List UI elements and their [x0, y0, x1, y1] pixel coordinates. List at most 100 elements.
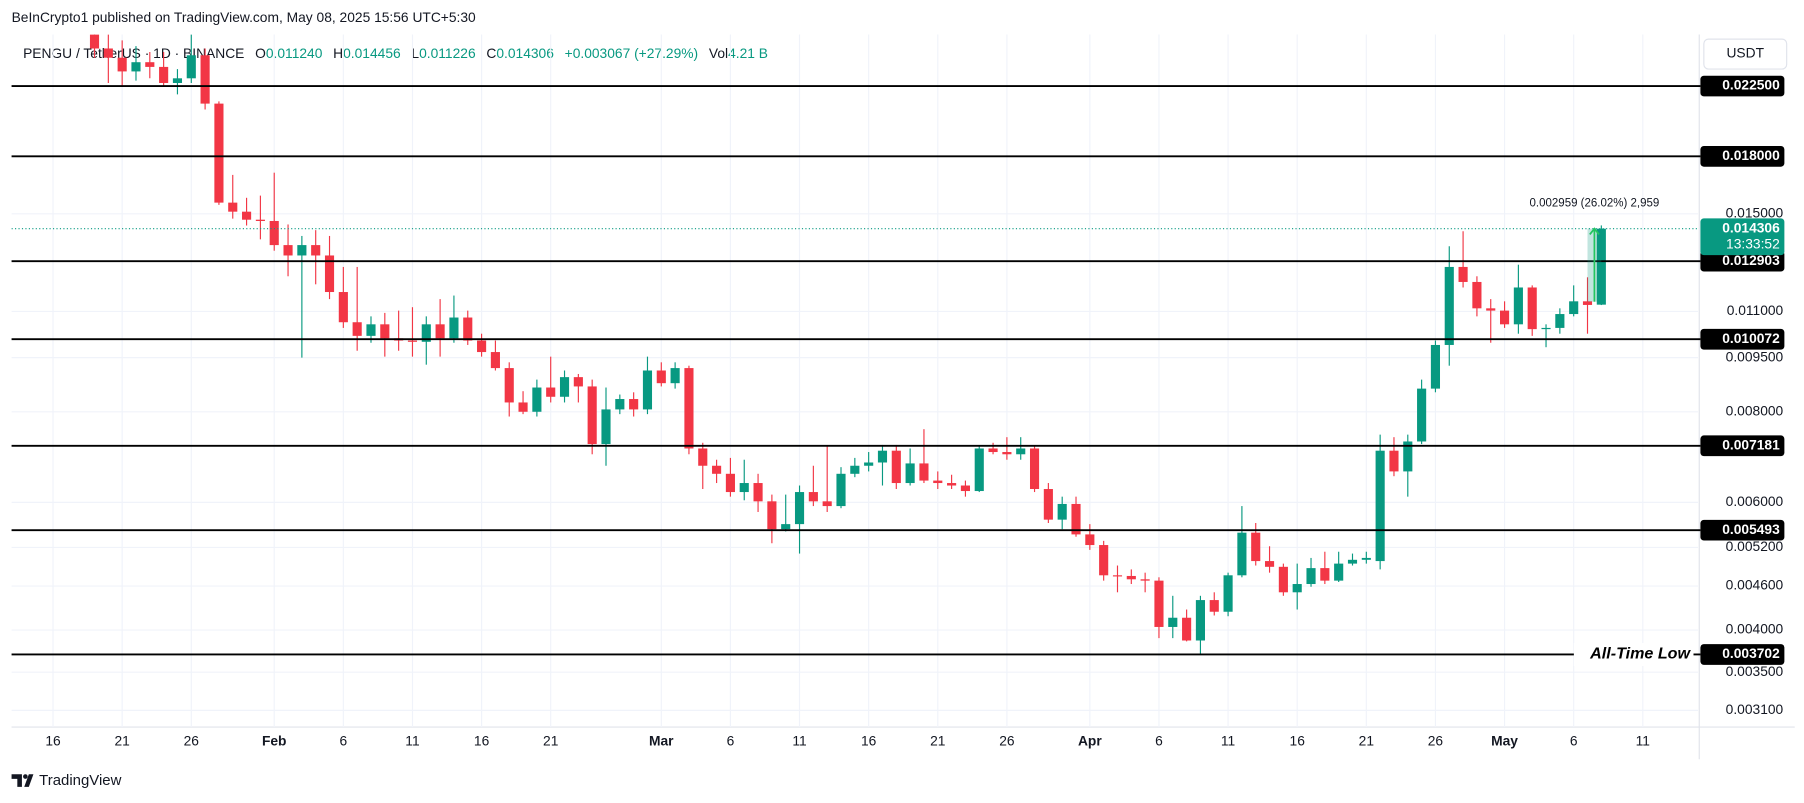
candle-body — [629, 399, 639, 410]
candle-body — [1085, 534, 1095, 546]
level-label: 0.022500 — [1722, 78, 1780, 93]
x-tick-label: 26 — [184, 734, 200, 749]
candle-body — [200, 55, 210, 104]
footer-brand: TradingView — [39, 772, 121, 789]
candle-body — [1195, 600, 1205, 641]
candle-body — [435, 324, 445, 339]
y-tick-label: 0.009500 — [1726, 349, 1784, 364]
candle-body — [1527, 287, 1537, 330]
x-tick-label: 6 — [727, 734, 735, 749]
x-tick-label: 26 — [999, 734, 1015, 749]
candle-body — [1140, 579, 1150, 581]
x-tick-label: 26 — [1428, 734, 1444, 749]
candle-body — [559, 377, 570, 397]
overlay: 16 21 26 Feb 6 11 16 21 Mar 6 11 16 21 26 Apr 6 11 16 21 26… — [11, 75, 1785, 749]
measure-arrow-head — [1589, 227, 1600, 235]
candle-body — [1582, 301, 1593, 305]
legend-key: O — [255, 46, 266, 61]
legend-value: 4.21 B — [728, 46, 768, 61]
candle-body — [1555, 314, 1565, 328]
legend-value: 0.011226 — [419, 46, 476, 61]
footer-logo — [11, 774, 34, 787]
symbol: PENGU / TetherUS · 1D · BINANCE — [23, 46, 244, 61]
candle-body — [877, 450, 888, 463]
candle-body — [933, 480, 943, 484]
candle-body — [822, 501, 832, 507]
candle-body — [1444, 266, 1454, 345]
candle-body — [518, 402, 528, 412]
x-tick-label: 11 — [1636, 734, 1650, 749]
candle-body — [421, 324, 431, 342]
candle-body — [1099, 545, 1109, 576]
legend-key: L — [411, 46, 419, 61]
header: BeInCrypto1 published on TradingView.com… — [12, 10, 476, 25]
candle-body — [947, 483, 957, 486]
level-label: 0.005493 — [1722, 522, 1780, 537]
y-tick-label: 0.003500 — [1726, 664, 1784, 679]
candle-body — [532, 387, 542, 412]
y-tick-label: 0.006000 — [1726, 494, 1784, 509]
currency-box[interactable] — [1703, 38, 1788, 70]
candle-body — [1278, 566, 1288, 593]
level-label-box — [1700, 75, 1785, 97]
level-label: 0.018000 — [1722, 148, 1780, 163]
candle-body — [546, 387, 556, 397]
candle-body — [131, 62, 141, 72]
candle-body — [159, 66, 169, 83]
candle-body — [380, 324, 390, 339]
candle-body — [463, 317, 473, 341]
last-price-box — [1700, 218, 1785, 256]
candle-body — [1541, 327, 1551, 330]
level-label-box — [1700, 250, 1785, 272]
candle-body — [808, 492, 818, 502]
level-label: 0.010072 — [1722, 331, 1780, 346]
candle-body — [1389, 450, 1399, 472]
measure-label: 0.002959 (26.02%) 2,959 — [1530, 197, 1660, 209]
last-price-label: 0.014306 — [1722, 220, 1780, 235]
candle-body — [794, 492, 805, 525]
candle-body — [1223, 575, 1233, 612]
x-tick-label: 21 — [114, 734, 129, 749]
level-label-box — [1700, 435, 1785, 457]
level-label-box — [1700, 145, 1785, 167]
x-tick-label: May — [1491, 734, 1518, 749]
candle-body — [781, 524, 791, 530]
candle-body — [615, 399, 625, 410]
level-label: 0.007181 — [1722, 437, 1780, 452]
candle-body — [974, 448, 984, 492]
candle-body — [1043, 489, 1053, 520]
candle-body — [228, 202, 238, 212]
candle-body — [1569, 301, 1579, 315]
y-tick-label: 0.008000 — [1726, 403, 1784, 418]
candle-body — [1182, 617, 1192, 641]
candle-body — [656, 370, 666, 384]
candle-body — [490, 352, 500, 369]
candle-body — [117, 57, 127, 72]
x-tick-label: Feb — [262, 734, 287, 749]
candle-body — [1430, 344, 1441, 389]
candle-body — [1292, 584, 1302, 593]
candle-body — [1361, 557, 1371, 560]
candle-body — [988, 448, 998, 453]
candle-body — [242, 211, 252, 220]
currency[interactable]: USDT — [1726, 46, 1764, 61]
candle-body — [311, 245, 321, 256]
x-tick-label: 21 — [543, 734, 558, 749]
candle-body — [1168, 617, 1178, 627]
x-tick-label: 6 — [1155, 734, 1163, 749]
legend-value: 0.011240 — [266, 46, 323, 61]
candle-body — [1513, 287, 1523, 325]
level-label-box — [1700, 644, 1785, 665]
candle-body — [504, 368, 514, 403]
level-label-box — [1700, 328, 1785, 350]
x-tick-label: 6 — [1570, 734, 1578, 749]
candle-body — [269, 220, 279, 246]
candle-body — [172, 78, 183, 83]
candle-body — [712, 465, 722, 474]
candle-body — [1002, 452, 1012, 455]
candle-body — [1264, 561, 1275, 567]
candle-body — [352, 322, 362, 336]
candle-body — [1237, 532, 1247, 576]
